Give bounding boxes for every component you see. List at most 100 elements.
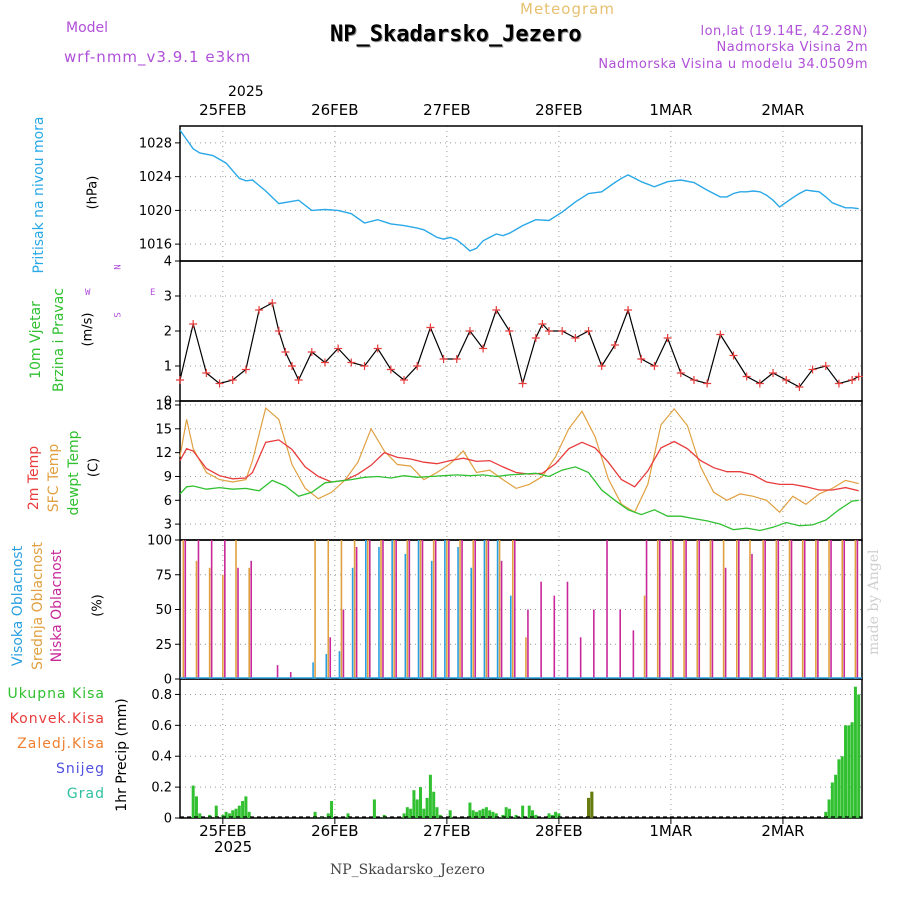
precip-bar-64 bbox=[847, 725, 851, 818]
precip-bar-67 bbox=[857, 694, 861, 818]
wind-marker-5 bbox=[241, 365, 250, 374]
wind-marker-41 bbox=[676, 369, 685, 377]
wind-marker-4 bbox=[228, 376, 237, 384]
wind-marker-13 bbox=[320, 358, 329, 367]
precip-bar-31 bbox=[435, 807, 439, 818]
wind-marker-12 bbox=[307, 348, 316, 356]
footer-station-name: NP_Skadarsko_Jezero bbox=[330, 862, 485, 878]
precip-bar-21 bbox=[402, 813, 406, 818]
station-name: NP_Skadarsko_Jezero bbox=[330, 22, 582, 47]
wind-marker-43 bbox=[703, 379, 712, 388]
top-day-label-1: 26FEB bbox=[311, 101, 358, 119]
precip-bar-0 bbox=[191, 785, 195, 818]
temperature-ytick-label-0: 3 bbox=[164, 518, 172, 533]
temperature-ytick-label-2: 9 bbox=[164, 470, 172, 485]
precip-bar-37 bbox=[478, 810, 482, 818]
wind-marker-25 bbox=[479, 344, 488, 353]
bottom-day-label-4: 1MAR bbox=[649, 822, 692, 840]
top-day-label-5: 2MAR bbox=[761, 101, 804, 119]
wind-marker-32 bbox=[558, 327, 567, 335]
wind-marker-21 bbox=[426, 323, 435, 332]
bottom-day-label-1: 26FEB bbox=[311, 822, 358, 840]
precip-bar-6 bbox=[224, 811, 228, 818]
wind-marker-50 bbox=[795, 383, 804, 391]
precip-ytick-label-0: 0 bbox=[164, 812, 172, 827]
wind-marker-30 bbox=[538, 320, 547, 328]
precip-bar-33 bbox=[448, 810, 452, 818]
wind-marker-54 bbox=[848, 376, 857, 384]
wind-marker-51 bbox=[808, 365, 817, 374]
precip-legend-freezing: Zaledj.Kisa bbox=[17, 736, 105, 752]
wind-marker-29 bbox=[531, 334, 540, 342]
wind-marker-46 bbox=[742, 372, 751, 381]
wind-marker-8 bbox=[274, 327, 283, 335]
precip-bar-49 bbox=[531, 810, 535, 818]
precip-bar-61 bbox=[837, 759, 841, 818]
precip-bar-14 bbox=[313, 811, 317, 818]
clouds-ytick-label-3: 75 bbox=[155, 568, 172, 583]
precip-bar-63 bbox=[844, 725, 848, 818]
wind-marker-49 bbox=[782, 376, 791, 384]
pressure-ytick-label-1: 1020 bbox=[139, 204, 172, 219]
top-day-label-0: 25FEB bbox=[199, 101, 246, 119]
precip-bar-11 bbox=[241, 801, 245, 818]
wind-marker-10 bbox=[288, 362, 297, 370]
wind-ytick-label-1: 1 bbox=[164, 360, 172, 375]
wind-marker-38 bbox=[637, 355, 646, 363]
wind-marker-40 bbox=[663, 334, 672, 342]
wind-marker-48 bbox=[769, 369, 778, 377]
wind-ytick-label-2: 2 bbox=[164, 325, 172, 340]
wind-marker-34 bbox=[584, 327, 593, 335]
precip-bar-26 bbox=[419, 787, 423, 818]
model-altitude: Nadmorska Visina u modelu 34.0509m bbox=[598, 57, 868, 72]
precip-bar-42 bbox=[494, 813, 498, 818]
wind-marker-37 bbox=[624, 306, 633, 314]
watermark: made by Angel bbox=[866, 549, 882, 656]
wind-marker-33 bbox=[571, 334, 580, 342]
temperature-frame bbox=[179, 400, 863, 541]
precip-bar-66 bbox=[853, 686, 857, 818]
precip-bar-54 bbox=[557, 813, 561, 818]
precip-bar-60 bbox=[834, 774, 838, 818]
clouds-ytick-label-0: 0 bbox=[164, 673, 172, 688]
precip-bar-18 bbox=[346, 813, 350, 818]
precip-bar-51 bbox=[547, 813, 551, 818]
precip-bar-62 bbox=[840, 756, 844, 818]
precip-legend-total: Ukupna Kisa bbox=[7, 686, 105, 702]
precip-bar-41 bbox=[491, 811, 495, 818]
wind-marker-16 bbox=[360, 362, 369, 370]
precip-bar-24 bbox=[412, 790, 416, 818]
precip-bar-34 bbox=[468, 802, 472, 818]
top-day-label-4: 1MAR bbox=[649, 101, 692, 119]
precip-bar-38 bbox=[481, 808, 485, 818]
wind-marker-35 bbox=[597, 362, 606, 370]
wind-marker-55 bbox=[854, 372, 863, 381]
precip-freezing-bar-1 bbox=[590, 791, 594, 818]
temperature-ytick-label-4: 15 bbox=[155, 422, 172, 437]
pressure-line-pritisak-na-nivou-mora bbox=[179, 129, 859, 252]
wind-ytick-label-4: 4 bbox=[164, 255, 172, 270]
model-label: Model bbox=[66, 20, 109, 36]
wind-marker-42 bbox=[689, 376, 698, 384]
wind-marker-28 bbox=[518, 379, 527, 388]
temperature-ytick-label-1: 6 bbox=[164, 494, 172, 509]
clouds-ytick-label-2: 50 bbox=[155, 603, 172, 618]
temperature-ytick-label-5: 18 bbox=[155, 398, 172, 413]
station-altitude: Nadmorska Visina 2m bbox=[716, 40, 868, 55]
bottom-day-label-2: 27FEB bbox=[423, 822, 470, 840]
wind-marker-36 bbox=[610, 341, 619, 349]
precip-bar-35 bbox=[471, 810, 475, 818]
precip-bar-9 bbox=[234, 808, 238, 818]
wind-marker-1 bbox=[189, 320, 198, 328]
pressure-frame bbox=[179, 125, 863, 262]
temperature-line-dewpt-temp bbox=[179, 466, 859, 532]
station-coordinates: lon,lat (19.14E, 42.28N) bbox=[700, 24, 868, 39]
wind-marker-14 bbox=[334, 344, 343, 353]
bottom-day-label-3: 28FEB bbox=[535, 822, 582, 840]
precip-bar-30 bbox=[432, 791, 436, 818]
precip-bar-45 bbox=[507, 808, 511, 818]
precip-legend-graupel: Grad bbox=[66, 786, 105, 802]
wind-marker-31 bbox=[545, 327, 554, 335]
wind-marker-19 bbox=[400, 376, 409, 384]
wind-marker-22 bbox=[439, 355, 448, 363]
